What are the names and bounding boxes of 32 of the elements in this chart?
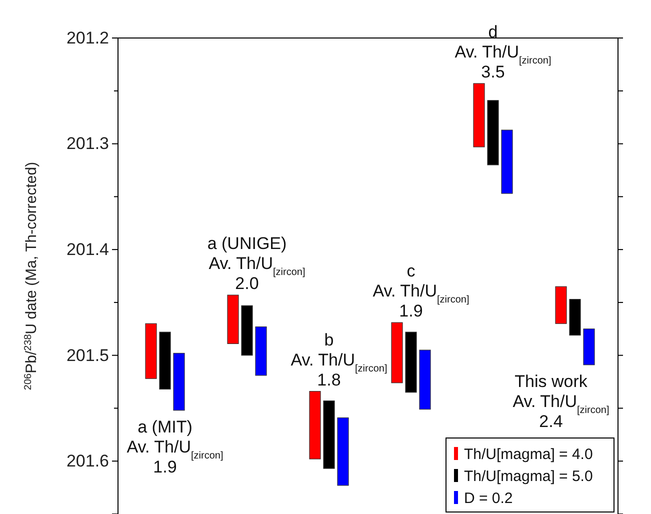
y-tick-label: 201.2 xyxy=(66,28,109,48)
bar xyxy=(227,294,239,344)
legend-label: Th/U[magma] = 5.0 xyxy=(464,468,593,485)
y-tick-label: 201.3 xyxy=(66,134,109,154)
bar xyxy=(255,326,267,376)
legend-label: D = 0.2 xyxy=(464,490,513,507)
bar xyxy=(173,352,185,411)
bar xyxy=(487,100,499,166)
text: b Av. Th/U$_{[zircon]}$ 1.8 xyxy=(290,330,388,390)
text: d Av. Th/U$_{[zircon]}$ 3.5 xyxy=(454,22,552,82)
text: a (MIT) Av. Th/U$_{[zircon]}$ 1.9 xyxy=(126,417,224,476)
bar xyxy=(309,391,321,460)
bar xyxy=(405,332,417,393)
bar xyxy=(569,298,581,336)
bar xyxy=(391,322,403,384)
bar xyxy=(241,305,253,356)
bar xyxy=(473,83,485,148)
y-tick-label: 201.4 xyxy=(66,240,109,259)
text: c Av. Th/U$_{[zircon]}$ 1.9 xyxy=(372,262,470,321)
y-tick-label: 201.6 xyxy=(66,452,109,471)
bar xyxy=(323,400,335,469)
bar xyxy=(583,328,595,366)
bar xyxy=(337,417,349,486)
y-tick-label: 201.5 xyxy=(66,346,109,365)
bar xyxy=(501,130,513,194)
bar xyxy=(145,323,157,379)
text: This work Av. Th/U$_{[zircon]}$ 2.4 xyxy=(512,372,610,431)
bar xyxy=(159,332,171,390)
text: a (UNIGE) Av. Th/U$_{[zircon]}$ 2.0 xyxy=(207,234,306,294)
bar xyxy=(419,350,431,410)
legend-label: Th/U[magma] = 4.0 xyxy=(464,446,593,463)
bar xyxy=(555,286,567,324)
